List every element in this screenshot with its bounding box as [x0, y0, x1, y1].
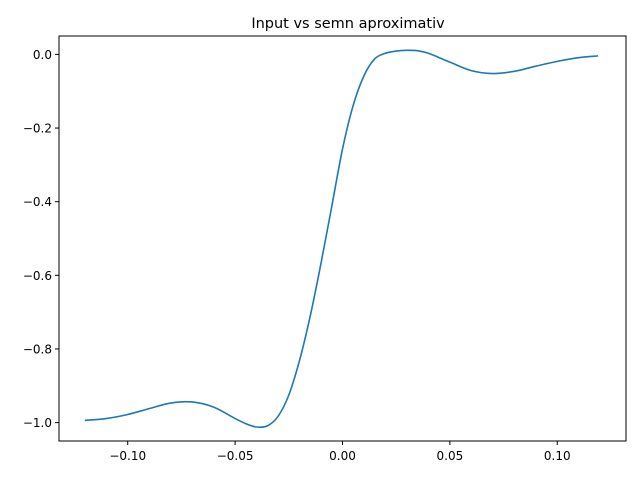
x-tick-label: −0.05	[217, 449, 254, 463]
chart-title: Input vs semn aproximativ	[251, 16, 445, 32]
y-tick-label: −0.8	[23, 342, 52, 356]
plot-series-group	[84, 49, 599, 429]
y-tick-label: −1.0	[23, 416, 52, 430]
x-tick-label: 0.05	[437, 449, 464, 463]
x-tick-label: 0.00	[329, 449, 356, 463]
y-tick-label: −0.2	[23, 122, 52, 136]
x-tick-label: −0.10	[109, 449, 146, 463]
x-axis: −0.10 −0.05 0.00 0.05 0.10	[109, 441, 571, 463]
y-tick-label: −0.4	[23, 195, 52, 209]
series-line-0	[84, 49, 599, 429]
y-axis: 0.0 −0.2 −0.4 −0.6 −0.8 −1.0	[23, 48, 59, 430]
x-tick-label: 0.10	[544, 449, 571, 463]
y-tick-label: −0.6	[23, 269, 52, 283]
y-tick-label: 0.0	[33, 48, 52, 62]
plot-frame	[58, 35, 627, 442]
